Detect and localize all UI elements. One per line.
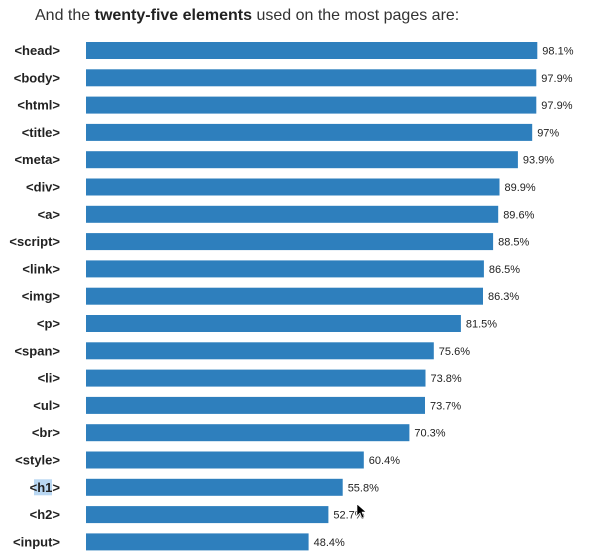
tick-label-br: <br> bbox=[32, 425, 61, 440]
intro-bold: twenty-five elements bbox=[94, 7, 252, 24]
bar-div bbox=[86, 178, 500, 196]
bar-title bbox=[86, 123, 533, 141]
bar-p bbox=[86, 315, 461, 332]
tick-label-ul: <ul> bbox=[33, 398, 60, 413]
intro-suffix: used on the most pages are: bbox=[252, 7, 460, 24]
bar-head bbox=[86, 42, 538, 59]
tick-label-input: <input> bbox=[13, 534, 60, 549]
tick-label-img: <img> bbox=[22, 289, 61, 304]
tick-label-title: <title> bbox=[22, 125, 61, 140]
tick-label-link: <link> bbox=[22, 261, 60, 276]
tick-label-li: <li> bbox=[38, 371, 61, 386]
value-label-link: 86.5% bbox=[489, 264, 520, 276]
tick-label-div: <div> bbox=[26, 180, 60, 195]
intro-text: And the twenty-five elements used on the… bbox=[35, 6, 459, 26]
bar-meta bbox=[86, 151, 518, 169]
value-label-meta: 93.9% bbox=[523, 155, 554, 167]
bar-li bbox=[86, 369, 426, 387]
value-label-li: 73.8% bbox=[431, 373, 462, 385]
labels-layer: <head> 98.1% <body> 97.9% <html> 97.9% <title>… bbox=[9, 43, 573, 549]
intro-prefix: And the bbox=[35, 7, 95, 24]
value-label-style: 60.4% bbox=[369, 455, 400, 467]
tick-label-p: <p> bbox=[37, 316, 61, 331]
text-selection-highlight bbox=[34, 479, 52, 496]
tick-label-body: <body> bbox=[14, 70, 61, 85]
bar-span bbox=[86, 342, 434, 360]
value-label-script: 88.5% bbox=[498, 237, 529, 249]
bar-style bbox=[86, 451, 364, 469]
tick-label-h2: <h2> bbox=[30, 507, 61, 522]
bar-img bbox=[86, 287, 483, 305]
bar-body bbox=[86, 69, 537, 87]
bar-a bbox=[86, 205, 499, 223]
tick-label-h1: <h1> bbox=[30, 480, 61, 495]
tick-label-span: <span> bbox=[14, 343, 60, 358]
bar-br bbox=[86, 424, 410, 442]
tick-label-a: <a> bbox=[38, 207, 61, 222]
value-label-html: 97.9% bbox=[541, 100, 572, 112]
bar-ul bbox=[86, 396, 425, 414]
bar-script bbox=[86, 233, 494, 251]
value-label-br: 70.3% bbox=[414, 428, 445, 440]
tick-label-script: <script> bbox=[9, 234, 60, 249]
value-label-title: 97% bbox=[537, 127, 559, 139]
value-label-div: 89.9% bbox=[505, 182, 536, 194]
bar-link bbox=[86, 260, 484, 278]
tick-label-html: <html> bbox=[17, 98, 60, 113]
bar-html bbox=[86, 96, 537, 114]
bar-h2 bbox=[86, 506, 329, 524]
value-label-span: 75.6% bbox=[439, 346, 470, 358]
value-label-img: 86.3% bbox=[488, 291, 519, 303]
value-label-ul: 73.7% bbox=[430, 400, 461, 412]
tick-label-meta: <meta> bbox=[14, 152, 60, 167]
value-label-input: 48.4% bbox=[314, 537, 345, 549]
tick-label-style: <style> bbox=[15, 453, 60, 468]
value-label-body: 97.9% bbox=[541, 73, 572, 85]
value-label-head: 98.1% bbox=[542, 46, 573, 58]
bar-input bbox=[86, 533, 309, 551]
tick-label-head: <head> bbox=[14, 43, 60, 58]
value-label-h1: 55.8% bbox=[348, 482, 379, 494]
mouse-cursor-icon bbox=[356, 503, 367, 519]
value-label-p: 81.5% bbox=[466, 319, 497, 331]
value-label-a: 89.6% bbox=[503, 209, 534, 221]
bar-h1 bbox=[86, 478, 343, 496]
bars-layer bbox=[86, 42, 538, 551]
